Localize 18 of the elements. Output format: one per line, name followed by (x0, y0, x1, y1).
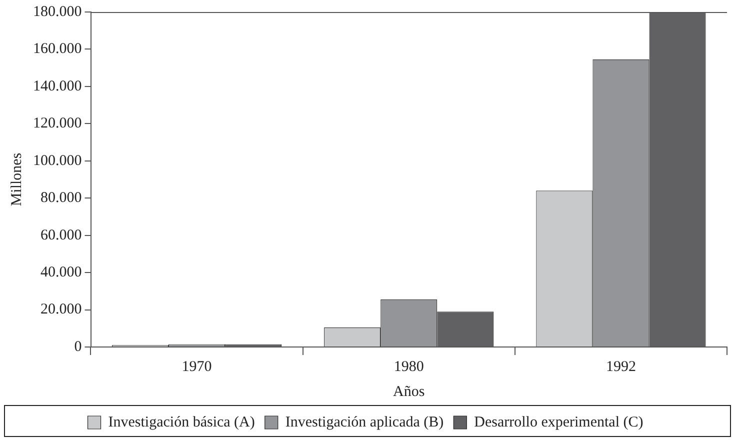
legend-label: Investigación básica (A) (108, 414, 255, 430)
y-tick-label: 60.000 (40, 227, 82, 244)
y-tick-label: 160.000 (33, 41, 82, 58)
y-tick-label: 80.000 (40, 190, 82, 206)
y-axis-title: Millones (8, 152, 25, 206)
y-tick-label: 0 (74, 338, 82, 355)
y-tick-label: 20.000 (40, 302, 82, 318)
x-tick-label: 1980 (394, 358, 424, 375)
legend-label: Desarrollo experimental (C) (474, 414, 644, 430)
y-tick-label: 140.000 (33, 78, 82, 94)
y-tick-label: 120.000 (33, 116, 82, 132)
y-tick-label: 180.000 (33, 4, 82, 20)
y-tick-label: 40.000 (40, 264, 82, 280)
x-tick-label: 1992 (606, 358, 636, 375)
x-tick-label: 1970 (182, 358, 212, 375)
y-tick-label: 100.000 (33, 152, 82, 169)
legend-label: Investigación aplicada (B) (285, 414, 444, 430)
x-axis-title: Años (393, 384, 425, 400)
